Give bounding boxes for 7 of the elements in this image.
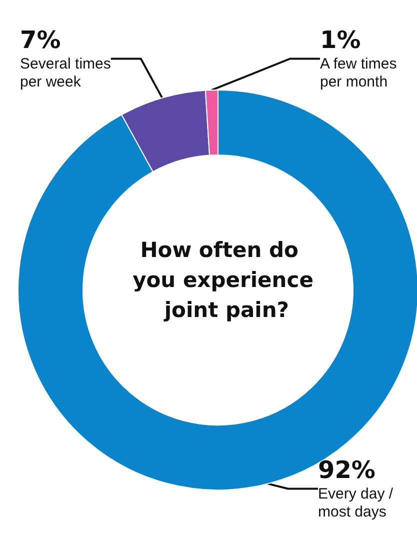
slice-label: Every day / most days: [318, 486, 394, 520]
data-label: 92%: [318, 456, 376, 484]
slice-label: Several times per week: [20, 56, 111, 90]
text: How often do you experience joint pain?: [132, 238, 314, 322]
data-label: 1%: [320, 26, 361, 54]
slice-label: A few times per month: [320, 56, 397, 90]
data-label: 7%: [20, 26, 61, 54]
